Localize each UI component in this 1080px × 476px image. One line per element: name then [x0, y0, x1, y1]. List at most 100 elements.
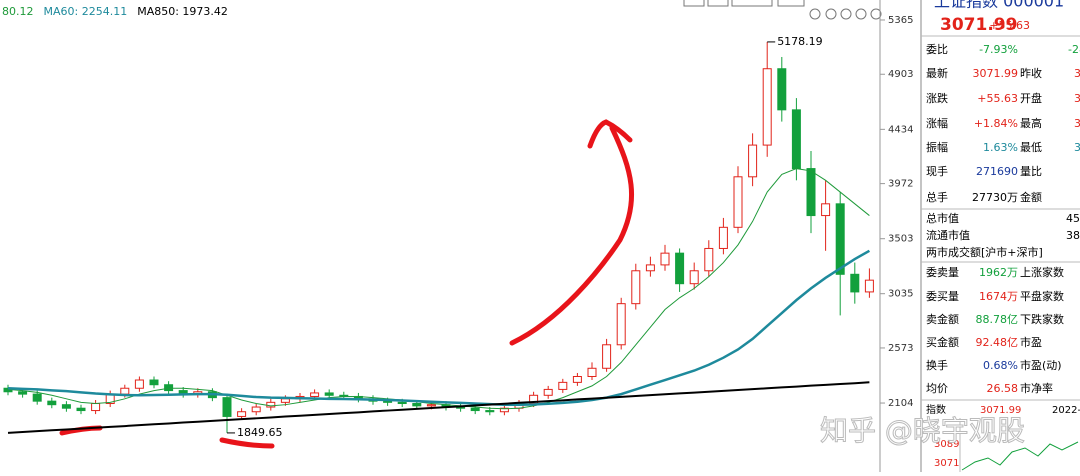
toolbar [683, 0, 882, 20]
row-label: 昨收 [1020, 66, 1042, 80]
candle-body [383, 400, 393, 403]
tool-icon[interactable] [809, 8, 821, 20]
candle-body [675, 252, 685, 285]
row-label: 总市值 [926, 211, 959, 225]
candle-body [61, 404, 71, 409]
footer-date: 2022-1 [1052, 405, 1080, 416]
row-label: 最低 [1020, 141, 1042, 154]
candle-body [864, 279, 874, 293]
ma-line [7, 249, 871, 406]
mini-chart [961, 441, 1079, 471]
tool-icon[interactable] [840, 8, 852, 20]
price: 3071.99 [940, 15, 1017, 35]
row-value: 1962万 [979, 266, 1018, 279]
y-axis: 5365 4903 4434 3972 3503 3035 2573 2104 [880, 15, 913, 409]
row-value: 27730万 [972, 191, 1018, 204]
row-label: 涨幅 [926, 117, 948, 130]
row-label: 开盘 [1020, 91, 1042, 105]
row-label: 下跌家数 [1020, 312, 1064, 326]
y-tick-label: 2104 [888, 398, 913, 409]
drawn-arrow [509, 125, 635, 346]
watermark: 知乎 @晓宇观股 [820, 414, 1025, 447]
row-label: 金额 [1020, 190, 1042, 204]
y-tick-label: 4903 [888, 69, 913, 80]
row-value: 3 [1074, 67, 1080, 80]
annotation: 1849.65 [237, 426, 283, 439]
tool-icon[interactable] [707, 0, 729, 7]
candle-body [704, 247, 714, 272]
tool-icon[interactable] [825, 8, 837, 20]
row-label: 市盈(动) [1020, 358, 1062, 372]
change: +55.63 [989, 19, 1030, 32]
candle-body [616, 303, 626, 346]
candle-body [426, 404, 436, 407]
row-value: +55.63 [977, 92, 1018, 105]
candle-body [718, 226, 728, 249]
candle-body [587, 367, 597, 377]
row-value: -28 [1068, 43, 1080, 56]
y-tick-label: 3972 [888, 179, 913, 190]
legend-entry: MA60: 2254.11 [44, 5, 128, 18]
candle-body [280, 398, 290, 403]
row-value: 3071.99 [973, 67, 1019, 80]
row-label: 总手 [926, 190, 948, 204]
candle-body [835, 203, 845, 275]
candle-body [645, 264, 655, 272]
row-value: 88.78亿 [976, 313, 1019, 326]
y-tick-label: 3035 [888, 289, 913, 300]
row-label: 卖金额 [926, 312, 959, 326]
row-label: 委买量 [926, 290, 959, 303]
drawn-arrowhead [587, 119, 633, 149]
row-value: 26.58 [987, 382, 1019, 395]
row-label: 委卖量 [926, 266, 959, 279]
candle-body [850, 273, 860, 293]
candle-body [791, 109, 801, 170]
candle-body [660, 252, 670, 266]
candle-body [310, 392, 320, 397]
row-value: 271690 [976, 165, 1018, 178]
row-label: 委比 [926, 43, 948, 56]
row-label: 最高 [1020, 116, 1042, 130]
tool-icon[interactable] [855, 8, 867, 20]
mini-label: 3071 [934, 458, 959, 469]
row-label: 现手 [926, 164, 948, 178]
candle-body [120, 387, 130, 395]
tool-icon[interactable] [777, 0, 805, 7]
candle-body [134, 379, 144, 389]
candle-body [76, 407, 86, 412]
ma-line [7, 381, 870, 434]
candle-body [821, 203, 831, 217]
candle-body [470, 407, 480, 412]
panel-title: 上证指数 000001 [934, 0, 1064, 11]
candle-body [164, 384, 174, 392]
row-label: 涨跌 [926, 91, 948, 105]
candle-body [251, 406, 261, 413]
candle-body [324, 392, 334, 396]
row-label: 振幅 [926, 140, 948, 154]
row-label: 市盈 [1020, 335, 1042, 349]
y-tick-label: 5365 [888, 15, 913, 26]
row-value: 38 [1066, 229, 1080, 242]
candle-body [485, 410, 495, 413]
tool-icon[interactable] [870, 8, 882, 20]
row-label: 上涨家数 [1020, 265, 1064, 279]
candle-body [631, 270, 641, 305]
row-value: -7.93% [979, 43, 1018, 56]
candle-body [558, 381, 568, 390]
candle-body [18, 391, 28, 395]
legend-entry: MA850: 1973.42 [137, 5, 228, 18]
row-value: 1.63% [983, 141, 1018, 154]
row-label: 换手 [926, 358, 948, 372]
candle-body [806, 168, 816, 217]
row-value: 0.68% [983, 359, 1018, 372]
candle-body [602, 344, 612, 369]
chart: 5365 4903 4434 3972 3503 3035 2573 2104 80.12 MA6… [2, 5, 913, 439]
row-value: 3 [1074, 92, 1080, 105]
footer-label: 指数 [926, 403, 946, 416]
tool-icon[interactable] [731, 0, 773, 7]
tool-icon[interactable] [683, 0, 705, 7]
y-tick-label: 4434 [888, 124, 913, 135]
row-value: +1.84% [974, 117, 1018, 130]
